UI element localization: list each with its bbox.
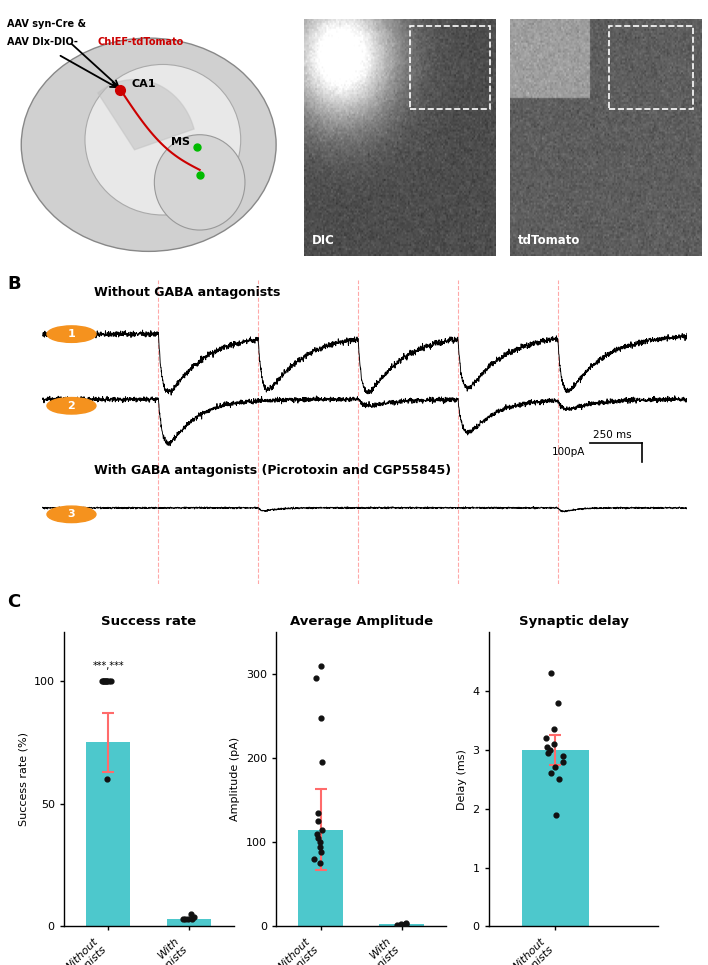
Point — [557, 754, 569, 769]
Point — [101, 772, 113, 787]
Point — [314, 835, 325, 850]
Ellipse shape — [21, 39, 276, 251]
Point — [100, 674, 111, 689]
Text: ChIEF-tdTomato: ChIEF-tdTomato — [98, 37, 184, 47]
Point — [401, 916, 412, 931]
Title: Average Amplitude: Average Amplitude — [290, 615, 433, 628]
Text: 250 ms: 250 ms — [593, 430, 632, 440]
Point — [98, 674, 109, 689]
Point — [188, 909, 200, 924]
Point — [314, 856, 326, 871]
Bar — [298, 830, 343, 926]
Bar — [167, 919, 212, 926]
Point — [185, 906, 197, 922]
Point — [316, 755, 328, 770]
Point — [545, 666, 556, 681]
Text: AAV Dlx-DIO-: AAV Dlx-DIO- — [7, 37, 78, 47]
Point — [550, 759, 561, 775]
Point — [551, 807, 562, 822]
Text: ***,***: ***,*** — [93, 661, 124, 672]
Text: AAV syn-Cre &: AAV syn-Cre & — [7, 19, 86, 29]
Point — [183, 911, 194, 926]
Text: Without GABA antagonists: Without GABA antagonists — [94, 287, 280, 299]
Text: DIC: DIC — [312, 234, 335, 247]
Text: B: B — [7, 275, 21, 293]
Bar — [86, 742, 130, 926]
Point — [554, 772, 565, 787]
Point — [314, 839, 326, 854]
Point — [180, 911, 191, 926]
Point — [310, 671, 321, 686]
Text: CA1: CA1 — [132, 79, 156, 89]
Point — [312, 813, 324, 829]
Point — [392, 917, 403, 932]
Title: Synaptic delay: Synaptic delay — [518, 615, 629, 628]
Point — [557, 748, 569, 763]
Point — [541, 739, 552, 755]
Circle shape — [47, 398, 96, 414]
Point — [544, 742, 555, 758]
Point — [315, 710, 326, 726]
Point — [315, 658, 326, 674]
Bar — [522, 750, 588, 926]
Title: Success rate: Success rate — [101, 615, 196, 628]
Text: tdTomato: tdTomato — [518, 234, 580, 247]
Point — [101, 674, 113, 689]
Ellipse shape — [85, 65, 241, 215]
Text: With GABA antagonists (Picrotoxin and CGP55845): With GABA antagonists (Picrotoxin and CG… — [94, 464, 451, 478]
Point — [400, 916, 411, 931]
Point — [186, 911, 198, 926]
Point — [312, 805, 324, 820]
Point — [313, 830, 324, 845]
Point — [103, 674, 115, 689]
Text: C: C — [7, 593, 21, 612]
Y-axis label: Amplitude (pA): Amplitude (pA) — [230, 737, 241, 821]
Bar — [609, 26, 693, 109]
Point — [98, 674, 110, 689]
Point — [542, 745, 554, 760]
Point — [546, 765, 557, 781]
Point — [96, 674, 108, 689]
Y-axis label: Delay (ms): Delay (ms) — [457, 749, 467, 810]
Bar — [379, 924, 424, 926]
Polygon shape — [98, 79, 194, 150]
Point — [105, 674, 117, 689]
Text: 2: 2 — [67, 400, 75, 411]
Text: MS: MS — [171, 137, 190, 147]
Point — [309, 851, 320, 867]
Point — [552, 695, 564, 710]
Y-axis label: Success rate (%): Success rate (%) — [18, 732, 28, 826]
Text: 3: 3 — [68, 510, 75, 519]
Ellipse shape — [154, 135, 245, 230]
Text: 100pA: 100pA — [552, 448, 585, 457]
Point — [396, 916, 407, 931]
Point — [549, 736, 560, 752]
Point — [178, 911, 189, 926]
Point — [101, 674, 112, 689]
Point — [316, 844, 327, 860]
Point — [316, 822, 328, 838]
Bar — [409, 26, 490, 109]
Point — [97, 674, 108, 689]
Point — [311, 826, 322, 841]
Circle shape — [47, 326, 96, 343]
Point — [399, 916, 411, 931]
Point — [540, 731, 552, 746]
Circle shape — [47, 506, 96, 523]
Text: 1: 1 — [67, 329, 75, 339]
Point — [549, 722, 560, 737]
